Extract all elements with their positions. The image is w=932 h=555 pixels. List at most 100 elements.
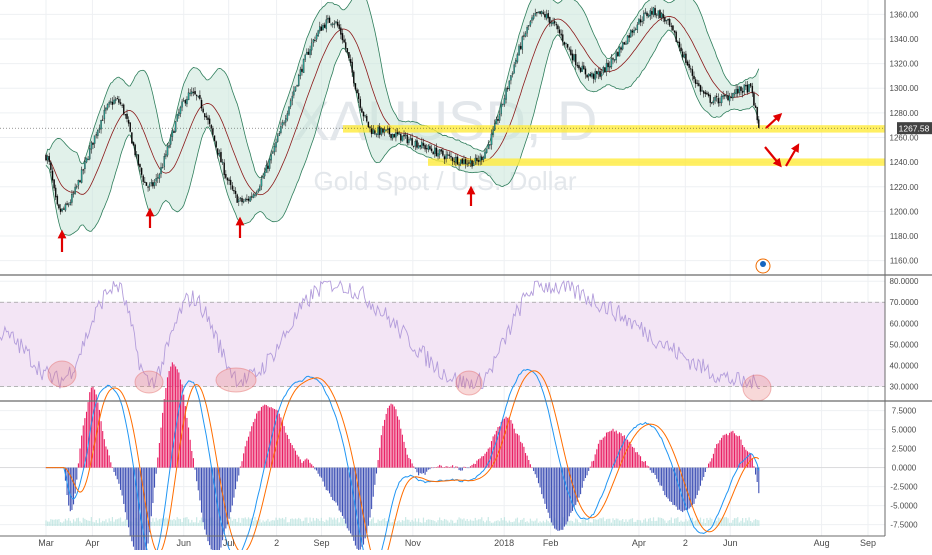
volume-bar	[280, 518, 282, 526]
candle-body	[176, 114, 178, 122]
candle-body	[249, 196, 251, 202]
volume-bar	[113, 521, 115, 526]
volume-bar	[301, 521, 303, 526]
macd-histogram-bar	[617, 433, 619, 468]
volume-bar	[503, 517, 506, 526]
candle-body	[299, 69, 302, 76]
volume-bar	[299, 518, 301, 526]
candle-body	[552, 21, 554, 24]
candle-body	[273, 146, 276, 153]
candle-body	[617, 52, 619, 57]
candle-body	[210, 124, 212, 129]
volume-bar	[625, 519, 627, 526]
macd-histogram-bar	[677, 467, 679, 510]
candle-body	[46, 156, 49, 161]
macd-histogram-bar	[189, 439, 191, 468]
volume-bar	[343, 519, 345, 526]
candle-body	[401, 135, 404, 142]
candle-body	[370, 128, 373, 135]
candle-body	[67, 204, 70, 206]
candle-body	[458, 164, 460, 166]
volume-bar	[516, 517, 519, 526]
macd-histogram-bar	[597, 443, 599, 468]
macd-histogram-bar	[320, 467, 322, 478]
macd-histogram-bar	[116, 467, 118, 480]
volume-bar	[612, 518, 614, 526]
volume-bar	[481, 517, 483, 526]
candle-body	[722, 95, 724, 97]
volume-bar	[578, 522, 580, 526]
candle-body	[576, 64, 579, 67]
macd-histogram-bar	[369, 467, 371, 518]
volume-bar	[64, 518, 67, 526]
macd-histogram-bar	[654, 467, 656, 475]
volume-bar	[330, 517, 332, 526]
candle-body	[528, 25, 530, 27]
macd-histogram-bar	[307, 459, 309, 468]
volume-bar	[711, 518, 713, 526]
candle-body	[95, 134, 97, 136]
volume-bar	[518, 522, 520, 526]
candle-body	[51, 170, 54, 181]
candle-body	[231, 185, 234, 190]
macd-histogram-bar	[126, 467, 128, 520]
volume-bar	[571, 521, 574, 526]
volume-bar	[94, 522, 96, 526]
candle-body	[652, 7, 655, 16]
macd-histogram-bar	[751, 458, 753, 468]
macd-histogram-bar	[458, 467, 460, 471]
macd-histogram-bar	[693, 467, 695, 504]
candle-body	[338, 24, 340, 29]
candle-body	[307, 51, 310, 55]
macd-histogram-bar	[440, 465, 442, 468]
macd-histogram-bar	[657, 467, 659, 483]
volume-bar	[405, 517, 407, 526]
volume-bar	[395, 522, 397, 526]
macd-histogram-bar	[523, 446, 525, 468]
candle-body	[665, 19, 668, 22]
volume-bar	[628, 519, 630, 526]
x-tick-label: Sep	[313, 538, 329, 548]
macd-histogram-bar	[560, 467, 562, 530]
candle-body	[427, 145, 430, 150]
macd-histogram-bar	[529, 464, 531, 468]
y-tick-label: 30.0000	[890, 382, 919, 391]
candle-body	[126, 113, 128, 120]
candle-body	[422, 143, 425, 146]
candle-body	[168, 145, 170, 148]
candle-body	[626, 35, 629, 44]
candle-body	[66, 203, 68, 205]
macd-histogram-bar	[165, 388, 167, 468]
macd-histogram-bar	[301, 462, 303, 468]
macd-histogram-bar	[735, 435, 737, 468]
macd-histogram-bar	[107, 449, 109, 468]
macd-histogram-bar	[246, 440, 248, 468]
volume-bar	[375, 522, 378, 526]
volume-bar	[686, 521, 689, 526]
macd-histogram-bar	[409, 459, 412, 468]
volume-bar	[53, 519, 55, 526]
volume-bar	[243, 518, 245, 526]
macd-histogram-bar	[275, 409, 277, 468]
volume-bar	[158, 519, 160, 526]
macd-histogram-bar	[353, 467, 355, 541]
candle-body	[461, 158, 464, 164]
x-tick-label: Aug	[814, 538, 830, 548]
volume-bar	[750, 520, 752, 526]
macd-histogram-bar	[482, 456, 484, 468]
candle-body	[77, 180, 80, 186]
macd-histogram-bar	[477, 459, 480, 468]
macd-histogram-bar	[121, 467, 123, 496]
candle-body	[304, 54, 306, 60]
candle-body	[586, 74, 588, 78]
volume-bar	[673, 518, 676, 526]
candle-body	[732, 93, 734, 99]
volume-bar	[523, 517, 525, 526]
macd-histogram-bar	[442, 467, 444, 468]
macd-histogram-bar	[194, 467, 196, 470]
candle-body	[686, 61, 689, 66]
macd-histogram-bar	[725, 433, 727, 468]
volume-bar	[252, 521, 254, 526]
macd-histogram-bar	[259, 410, 261, 468]
